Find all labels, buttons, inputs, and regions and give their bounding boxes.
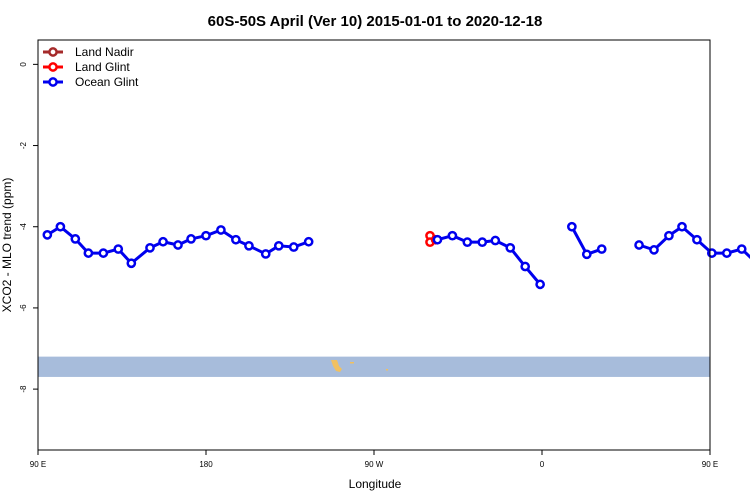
data-point (596, 244, 607, 254)
legend-label: Ocean Glint (75, 75, 139, 89)
data-point (535, 279, 545, 290)
data-point (432, 234, 443, 245)
data-point (158, 236, 168, 247)
land-patch (386, 369, 388, 371)
data-point (55, 221, 66, 232)
data-point (173, 240, 183, 250)
data-point (664, 230, 674, 241)
data-point (186, 234, 196, 244)
data-point (736, 244, 747, 254)
legend-label: Land Nadir (75, 45, 134, 59)
legend-marker (48, 62, 58, 72)
x-tick-label: 90 W (365, 460, 384, 469)
data-point (707, 248, 717, 258)
data-point (303, 236, 314, 247)
data-point (113, 244, 124, 254)
data-point (490, 235, 501, 246)
data-point (677, 221, 687, 232)
y-tick-label: -8 (19, 385, 28, 393)
y-tick-label: -4 (19, 223, 28, 231)
data-point (567, 221, 577, 232)
data-point (231, 234, 241, 245)
y-tick-label: -6 (19, 304, 28, 312)
data-point (692, 234, 702, 245)
data-point (288, 242, 299, 252)
y-tick-label: 0 (19, 62, 28, 67)
y-axis: 0 -2 -4 -6 -8 (19, 62, 38, 393)
chart-title: 60S-50S April (Ver 10) 2015-01-01 to 202… (208, 13, 543, 30)
data-point (216, 225, 226, 235)
data-point (98, 248, 109, 258)
y-tick-label: -2 (19, 141, 28, 149)
legend-item: Land Nadir (43, 45, 134, 59)
series-line (435, 234, 542, 286)
y-axis-label: XCO2 - MLO trend (ppm) (0, 178, 14, 313)
data-point (83, 248, 94, 258)
legend-marker (48, 77, 58, 87)
legend-marker (48, 47, 58, 57)
data-point (70, 234, 81, 244)
data-point (477, 237, 488, 248)
data-point (273, 240, 284, 251)
land-patch (331, 360, 342, 372)
legend-label: Land Glint (75, 60, 130, 74)
data-point (520, 261, 531, 272)
data-point (721, 248, 732, 258)
series-line (637, 225, 750, 259)
legend-item: Ocean Glint (43, 75, 139, 89)
map-strip (38, 356, 710, 377)
data-point (447, 230, 458, 241)
x-tick-label: 90 E (30, 460, 46, 469)
data-point (505, 242, 516, 253)
legend-item: Land Glint (43, 60, 130, 74)
ocean-strip (38, 356, 710, 377)
data-point (581, 249, 592, 260)
land-patch (350, 362, 354, 364)
x-axis: 90 E 180 90 W 0 90 E (30, 450, 718, 469)
x-tick-label: 0 (540, 460, 545, 469)
data-point (42, 230, 53, 240)
data-point (634, 240, 644, 250)
data-point (462, 237, 473, 248)
data-point (126, 258, 137, 269)
data-point (260, 249, 271, 259)
data-point (649, 245, 659, 255)
data-point (201, 230, 211, 241)
plot-frame (37, 39, 711, 451)
x-axis-label: Longitude (349, 477, 402, 491)
series-ocean-glint (42, 221, 750, 290)
data-point (244, 240, 254, 251)
series-layer (42, 221, 750, 290)
x-tick-label: 180 (199, 460, 213, 469)
x-tick-label: 90 E (702, 460, 718, 469)
data-point (145, 242, 155, 253)
